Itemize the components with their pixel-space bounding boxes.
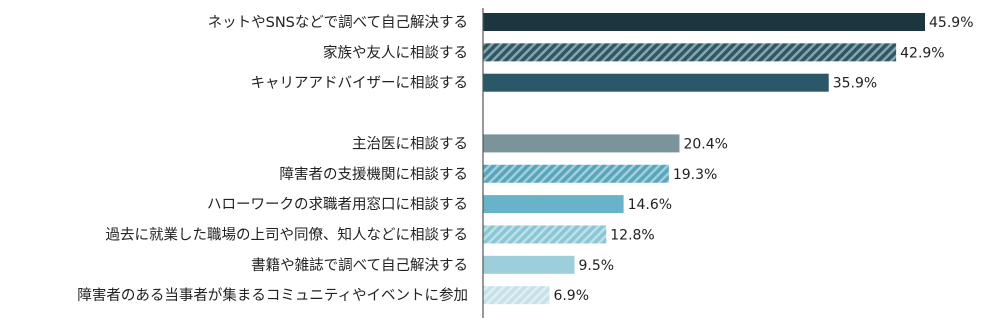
bar — [483, 255, 575, 274]
value-label: 20.4% — [683, 136, 727, 152]
category-label: 家族や友人に相談する — [323, 44, 468, 61]
value-label: 19.3% — [673, 167, 717, 183]
bar — [483, 73, 829, 92]
bar — [483, 164, 669, 183]
category-label: キャリアアドバイザーに相談する — [251, 75, 469, 92]
value-label: 42.9% — [900, 45, 944, 61]
value-label: 9.5% — [578, 258, 614, 274]
value-label: 14.6% — [628, 197, 672, 213]
bar — [483, 195, 624, 214]
category-label: 過去に就業した職場の上司や同僚、知人などに相談する — [106, 226, 469, 243]
value-label: 12.8% — [610, 227, 654, 243]
value-label: 45.9% — [929, 15, 973, 31]
category-label: 障害者のある当事者が集まるコミュニティやイベントに参加 — [77, 286, 468, 304]
bar — [483, 225, 607, 244]
value-label: 35.9% — [833, 76, 877, 92]
bar — [483, 286, 550, 305]
bar — [483, 43, 897, 62]
category-label: 主治医に相談する — [352, 135, 468, 152]
value-label: 6.9% — [553, 288, 589, 304]
bar — [483, 13, 926, 31]
category-label: ハローワークの求職者用窓口に相談する — [207, 195, 468, 213]
bar — [483, 134, 680, 153]
category-label: 書籍や雑誌で調べて自己解決する — [251, 257, 468, 274]
category-label: 障害者の支援機関に相談する — [280, 165, 469, 183]
category-label: ネットやSNSなどで調べて自己解決する — [208, 14, 468, 31]
